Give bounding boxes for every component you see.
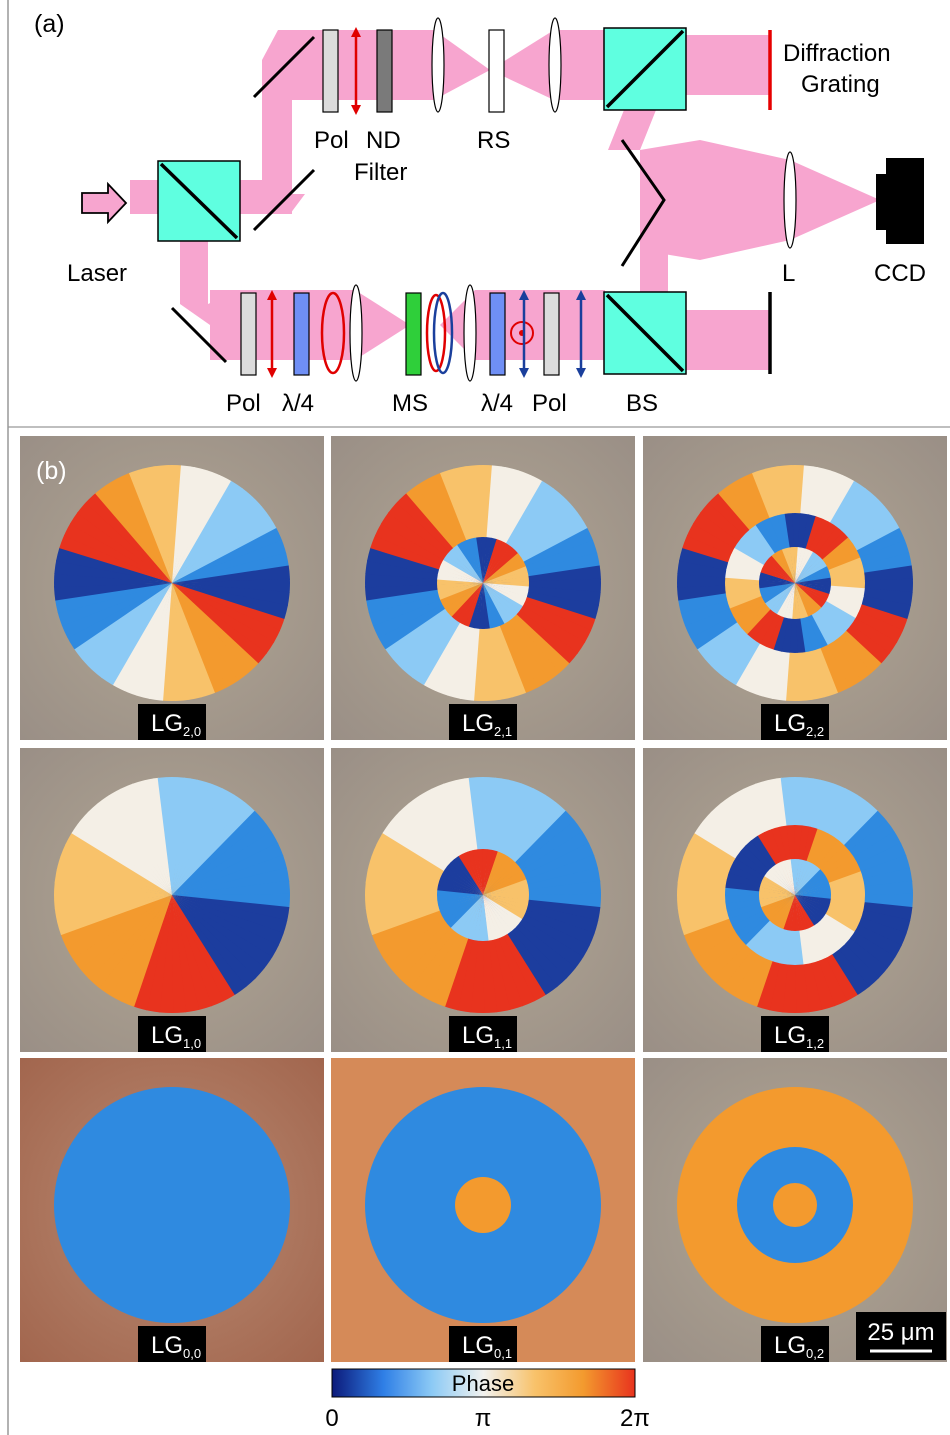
mode-label-LG1-2: LG1,2 (761, 1016, 829, 1052)
beamsplitter-bottom (603, 291, 687, 375)
input-beamsplitter (157, 160, 241, 242)
svg-text:LG1,1: LG1,1 (462, 1022, 512, 1051)
ccd-label: CCD (874, 260, 926, 287)
phase-maps-grid: LG2,0 LG2,1 LG2,2 LG1,0 LG1,1 LG1,2 LG0,0 LG0,1… (20, 436, 947, 1362)
circular-pol-indicator-ms-red (425, 293, 447, 373)
laser-input-arrow (81, 181, 128, 225)
svg-text:LG2,0: LG2,0 (151, 710, 201, 739)
phase-map-LG0-0: LG0,0 (20, 1058, 324, 1362)
lens-bottom-1 (349, 284, 363, 382)
svg-text:LG0,0: LG0,0 (151, 1332, 201, 1361)
circular-pol-indicator-ms-blue (432, 291, 454, 375)
quarter-waveplate-1 (293, 292, 310, 376)
diffraction-label: Diffraction (783, 40, 891, 67)
mirror-top-1 (252, 35, 316, 99)
panel-a-label: (a) (34, 10, 65, 38)
pol-b1-label: Pol (226, 390, 261, 417)
phase-map-LG2-0: LG2,0 (20, 436, 324, 740)
svg-text:LG2,1: LG2,1 (462, 710, 512, 739)
mirror-top-2 (252, 168, 316, 232)
polarizer-bottom-1 (240, 292, 257, 376)
colorbar-tick-pi: π (475, 1405, 492, 1432)
combining-mirror (620, 139, 666, 267)
circular-pol-indicator-1 (320, 291, 346, 375)
mode-label-LG2-2: LG2,2 (761, 704, 829, 740)
grating-label: Grating (801, 71, 880, 98)
scale-bar: 25 μm (856, 1312, 946, 1360)
qwp-b1-label: λ/4 (282, 390, 314, 417)
svg-text:LG1,2: LG1,2 (774, 1022, 824, 1051)
svg-text:LG0,1: LG0,1 (462, 1332, 512, 1361)
rs-label: RS (477, 127, 510, 154)
pol-top-label: Pol (314, 127, 349, 154)
mode-label-LG0-0: LG0,0 (138, 1326, 206, 1362)
nd-filter (376, 29, 393, 113)
ms-label: MS (392, 390, 428, 417)
mode-label-LG2-1: LG2,1 (449, 704, 517, 740)
lens-bottom-2 (463, 284, 477, 382)
mode-label-LG1-0: LG1,0 (138, 1016, 206, 1052)
lens-top-2 (548, 17, 562, 113)
optical-setup-diagram: (a) Lase (34, 10, 926, 417)
ccd-camera (876, 158, 924, 244)
phase-map-LG1-2: LG1,2 (643, 748, 947, 1052)
mode-label-LG0-2: LG0,2 (761, 1326, 829, 1362)
colorbar-tick-0: 0 (325, 1405, 338, 1432)
svg-text:25 μm: 25 μm (867, 1319, 934, 1346)
phase-map-LG2-1: LG2,1 (331, 436, 635, 740)
panel-b-label: (b) (36, 457, 67, 485)
polarizer-top (322, 29, 339, 113)
lens-l-label: L (782, 260, 795, 287)
colorbar-tick-2pi: 2π (620, 1405, 650, 1432)
phase-colorbar: Phase 0 π 2π (325, 1368, 650, 1432)
phase-map-LG1-1: LG1,1 (331, 748, 635, 1052)
svg-text:LG2,2: LG2,2 (774, 710, 824, 739)
metasurface (405, 292, 422, 376)
colorbar-title: Phase (452, 1371, 514, 1396)
mode-label-LG2-0: LG2,0 (138, 704, 206, 740)
lens-top-1 (431, 17, 445, 113)
phase-map-LG2-2: LG2,2 (643, 436, 947, 740)
svg-text:LG0,2: LG0,2 (774, 1332, 824, 1361)
qwp-b2-label: λ/4 (481, 390, 513, 417)
svg-text:LG1,0: LG1,0 (151, 1022, 201, 1051)
beamsplitter-top (603, 27, 687, 111)
lens-l (783, 151, 797, 249)
pol-b2-label: Pol (532, 390, 567, 417)
filter-label: Filter (354, 159, 407, 186)
laser-label: Laser (67, 260, 127, 287)
polarizer-bottom-2 (543, 292, 560, 376)
quarter-waveplate-2 (489, 292, 506, 376)
rotation-stage (488, 29, 505, 113)
phase-map-LG0-2: LG0,2 (643, 1058, 947, 1362)
bs-label: BS (626, 390, 658, 417)
nd-label: ND (366, 127, 401, 154)
mode-label-LG0-1: LG0,1 (449, 1326, 517, 1362)
mode-label-LG1-1: LG1,1 (449, 1016, 517, 1052)
mirror-bottom (170, 306, 228, 364)
phase-map-LG1-0: LG1,0 (20, 748, 324, 1052)
phase-map-LG0-1: LG0,1 (331, 1058, 635, 1362)
